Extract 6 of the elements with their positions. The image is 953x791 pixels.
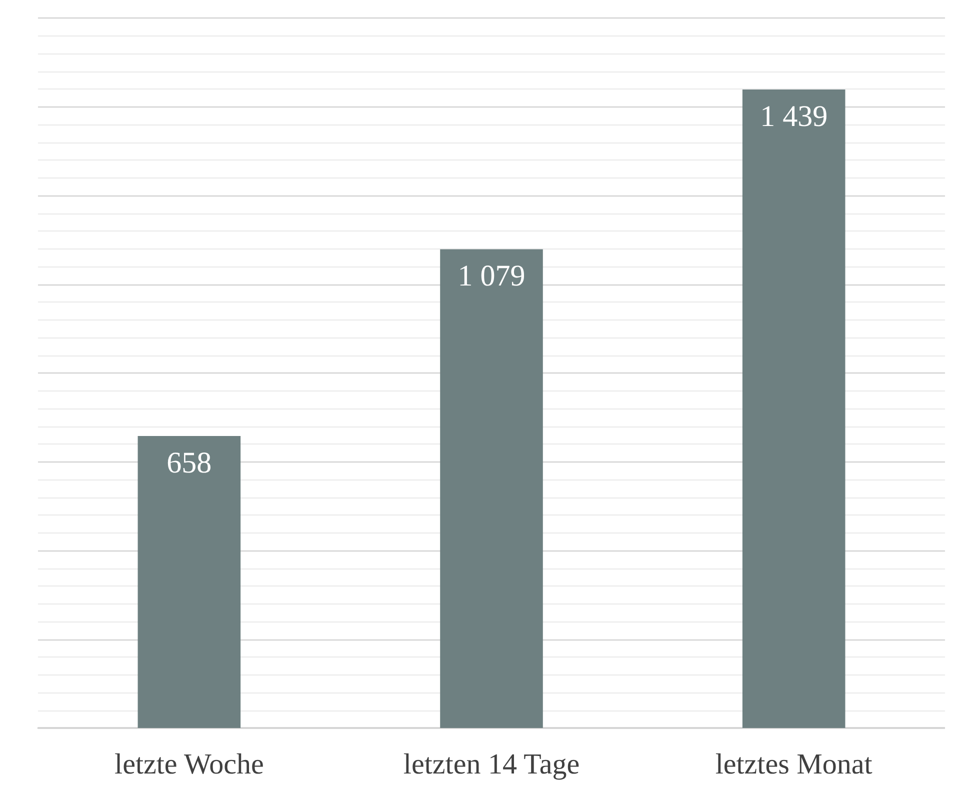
data-label: 658 — [166, 446, 212, 480]
x-tick-label: letztes Monat — [715, 748, 872, 780]
x-tick-label: letzten 14 Tage — [403, 748, 580, 780]
data-label: 1 079 — [458, 260, 526, 293]
x-tick-label: letzte Woche — [114, 748, 264, 780]
data-label: 1 439 — [760, 100, 828, 133]
